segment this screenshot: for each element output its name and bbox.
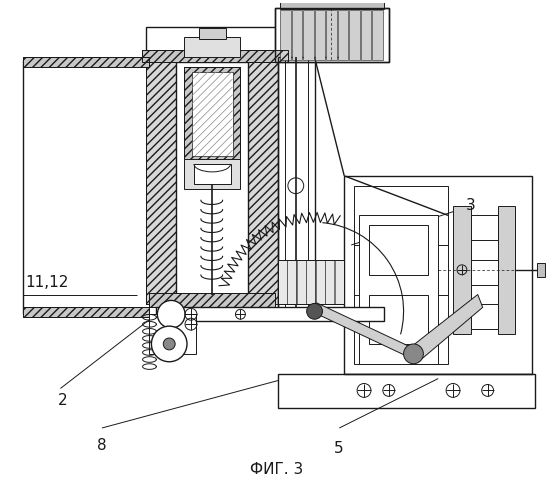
- Text: ФИГ. 3: ФИГ. 3: [250, 462, 304, 477]
- Bar: [306, 260, 315, 304]
- Bar: [297, 260, 306, 304]
- Bar: [287, 260, 296, 304]
- Bar: [142, 50, 288, 62]
- Bar: [184, 67, 240, 161]
- Bar: [315, 10, 325, 60]
- Bar: [326, 10, 337, 60]
- Polygon shape: [408, 294, 483, 362]
- Polygon shape: [147, 28, 280, 57]
- Bar: [278, 374, 535, 408]
- Polygon shape: [147, 28, 278, 57]
- Bar: [537, 263, 545, 276]
- Bar: [325, 260, 334, 304]
- Bar: [184, 38, 240, 57]
- Bar: [149, 292, 275, 308]
- Bar: [337, 10, 348, 60]
- Bar: [354, 186, 448, 364]
- Text: 5: 5: [334, 441, 344, 456]
- Circle shape: [158, 300, 185, 328]
- Bar: [184, 159, 240, 188]
- Bar: [335, 260, 344, 304]
- Bar: [23, 308, 149, 317]
- Bar: [248, 57, 278, 304]
- Bar: [359, 216, 438, 364]
- Bar: [316, 260, 325, 304]
- Bar: [147, 57, 176, 304]
- Circle shape: [163, 338, 175, 350]
- Bar: [280, 0, 384, 8]
- Circle shape: [288, 178, 304, 194]
- Polygon shape: [312, 303, 416, 358]
- Bar: [199, 28, 225, 40]
- Bar: [291, 10, 302, 60]
- Circle shape: [152, 326, 187, 362]
- Text: 3: 3: [466, 198, 476, 213]
- Text: 8: 8: [97, 438, 107, 453]
- Bar: [275, 8, 388, 62]
- Text: 2: 2: [58, 394, 67, 408]
- Bar: [176, 62, 248, 304]
- Bar: [361, 10, 371, 60]
- Bar: [278, 28, 315, 310]
- Bar: [453, 206, 471, 334]
- Bar: [248, 57, 278, 304]
- Text: 11,12: 11,12: [25, 274, 68, 289]
- Bar: [157, 308, 384, 321]
- Bar: [280, 10, 290, 60]
- Circle shape: [403, 344, 423, 364]
- Bar: [149, 292, 275, 308]
- Bar: [369, 294, 428, 344]
- Bar: [278, 260, 344, 304]
- Bar: [278, 260, 287, 304]
- Bar: [372, 10, 383, 60]
- Bar: [192, 72, 233, 156]
- Bar: [471, 216, 497, 240]
- Polygon shape: [149, 314, 196, 354]
- Bar: [275, 8, 388, 62]
- Bar: [23, 57, 149, 67]
- Bar: [184, 67, 240, 161]
- Bar: [344, 176, 532, 374]
- Bar: [194, 164, 230, 184]
- Bar: [142, 50, 288, 62]
- Bar: [303, 10, 314, 60]
- Bar: [23, 57, 149, 67]
- Bar: [23, 308, 149, 317]
- Bar: [471, 304, 497, 329]
- Bar: [369, 226, 428, 274]
- Bar: [147, 57, 176, 304]
- Bar: [471, 260, 497, 284]
- Bar: [497, 206, 516, 334]
- Circle shape: [307, 304, 322, 319]
- Bar: [349, 10, 360, 60]
